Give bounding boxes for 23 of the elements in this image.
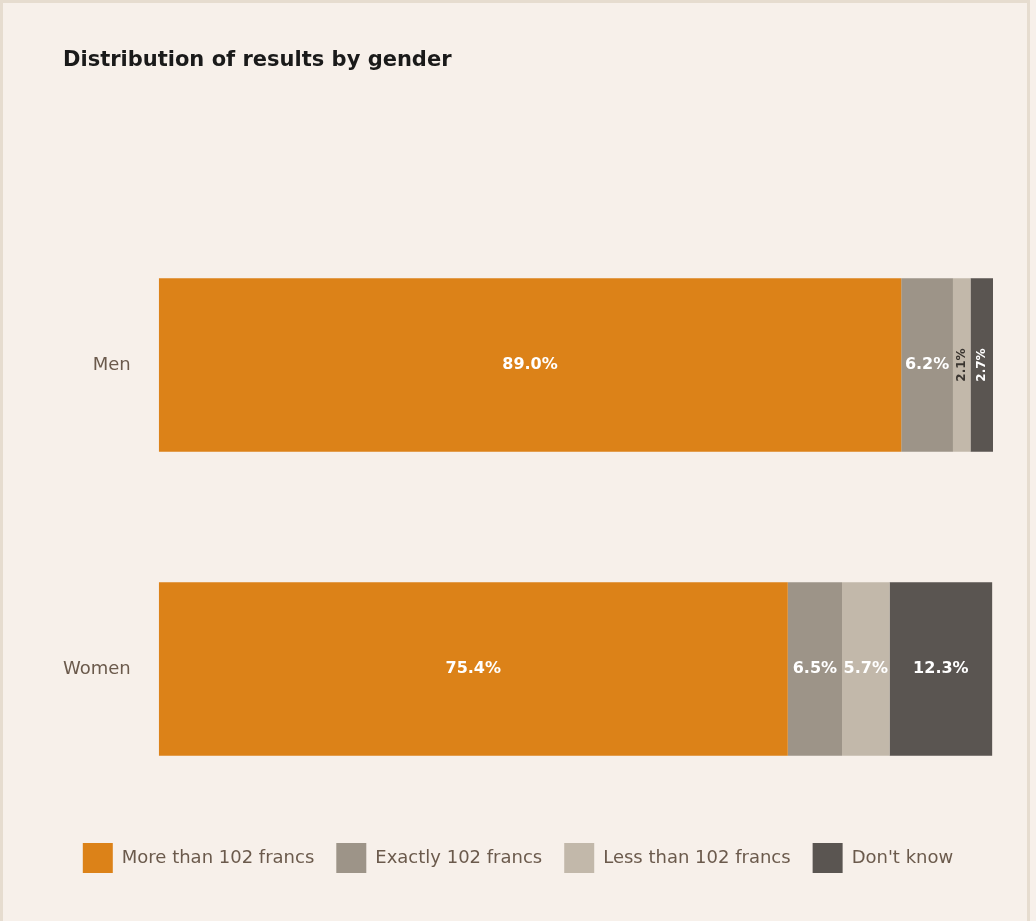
- legend-label: Exactly 102 francs: [375, 845, 543, 867]
- data-label: 75.4%: [445, 658, 502, 678]
- data-label: 12.3%: [913, 658, 969, 678]
- bar: [158, 278, 902, 452]
- bar: [787, 582, 843, 756]
- bar: [952, 278, 971, 452]
- y-tick-label: Women: [62, 656, 131, 678]
- bar: [901, 278, 953, 452]
- legend-label: Less than 102 francs: [603, 845, 791, 867]
- data-label: 6.5%: [792, 658, 838, 678]
- data-label: 2.1%: [953, 348, 968, 382]
- bar: [158, 582, 788, 756]
- bar: [970, 278, 993, 452]
- bar: [889, 582, 993, 756]
- legend-label: Don't know: [851, 845, 954, 867]
- chart-title: Distribution of results by gender: [63, 47, 452, 71]
- data-label: 2.7%: [973, 348, 988, 382]
- data-label: 89.0%: [502, 354, 558, 374]
- y-tick-label: Men: [92, 352, 131, 374]
- data-label: 5.7%: [843, 658, 888, 678]
- legend-label: More than 102 francs: [121, 845, 315, 867]
- bar: [842, 582, 890, 756]
- data-label: 6.2%: [904, 354, 950, 374]
